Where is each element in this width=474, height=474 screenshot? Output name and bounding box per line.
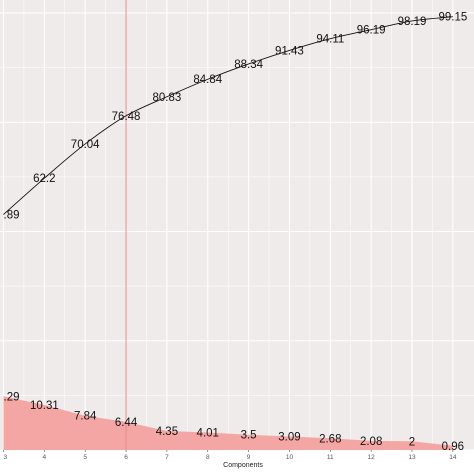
variance-label: 10.31 — [30, 400, 59, 412]
x-axis-title: Components — [223, 462, 263, 469]
variance-label: 4.35 — [156, 426, 178, 438]
x-tick-label: 13 — [408, 454, 416, 461]
variance-label: 6.44 — [115, 417, 138, 429]
variance-labels: .29 10.31 7.84 6.44 4.35 4.01 3.5 3.09 2.68 2.08 2… — [4, 391, 465, 453]
grid-minor — [0, 0, 474, 450]
cumulative-label: 70.04 — [71, 139, 100, 151]
cumulative-label: 94.11 — [316, 34, 344, 46]
variance-label: 3.5 — [241, 430, 257, 442]
x-tick-label: 14 — [449, 454, 457, 461]
cumulative-labels: .89 62.2 70.04 76.48 80.83 84.84 88.34 91.43 94.… — [4, 12, 468, 222]
x-tick-label: 5 — [83, 454, 87, 461]
cumulative-label: 96.19 — [357, 25, 386, 37]
variance-label: 2 — [409, 436, 415, 448]
cumulative-label: 62.2 — [33, 173, 55, 185]
variance-label: 2.08 — [360, 436, 382, 448]
cumulative-label: 98.19 — [398, 16, 427, 28]
variance-label: 3.09 — [278, 431, 300, 443]
cumulative-label: 99.15 — [438, 12, 467, 24]
variance-label: .29 — [4, 391, 20, 403]
x-tick-label: 10 — [286, 454, 294, 461]
x-tick-label: 7 — [165, 454, 169, 461]
x-tick-label: 11 — [327, 454, 334, 461]
cumulative-label: 88.34 — [234, 59, 263, 71]
x-tick-label: 8 — [206, 454, 210, 461]
cumulative-label: 84.84 — [193, 74, 222, 86]
x-tick-label: 6 — [124, 454, 128, 461]
x-axis-ticks: 3 4 5 6 7 8 9 10 11 12 13 14 — [3, 450, 457, 461]
cumulative-line — [3, 16, 453, 215]
variance-label: 2.68 — [319, 433, 341, 445]
cumulative-label: .89 — [4, 210, 20, 222]
x-tick-label: 4 — [43, 454, 47, 461]
cumulative-label: 91.43 — [275, 45, 304, 57]
x-tick-label: 9 — [247, 454, 251, 461]
variance-label: 7.84 — [74, 411, 97, 423]
cumulative-label: 76.48 — [112, 111, 141, 123]
x-tick-label: 3 — [4, 454, 8, 461]
plot-panel — [0, 0, 474, 450]
variance-area — [3, 396, 453, 450]
variance-label: 0.96 — [442, 441, 464, 453]
x-tick-label: 12 — [368, 454, 376, 461]
cumulative-label: 80.83 — [153, 92, 182, 104]
variance-label: 4.01 — [197, 427, 219, 439]
